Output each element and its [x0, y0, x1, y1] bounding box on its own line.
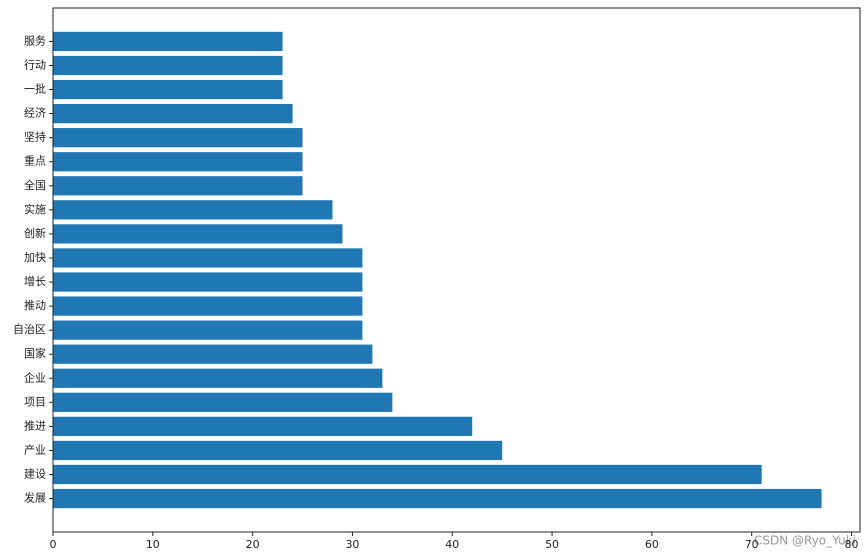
x-tick-label: 30 — [345, 538, 359, 551]
x-tick-label: 0 — [50, 538, 57, 551]
x-tick-label: 20 — [246, 538, 260, 551]
bar — [53, 344, 373, 364]
x-tick-label: 40 — [445, 538, 459, 551]
y-tick-label: 经济 — [24, 106, 46, 120]
x-tick-label: 50 — [545, 538, 559, 551]
y-tick-label: 推进 — [24, 418, 46, 432]
x-tick-label: 60 — [645, 538, 659, 551]
bar — [53, 200, 333, 220]
bar — [53, 488, 822, 509]
y-tick-label: 自治区 — [13, 322, 46, 336]
y-tick-label: 国家 — [24, 346, 46, 360]
y-tick-label: 建设 — [24, 466, 46, 480]
y-tick-label: 行动 — [24, 59, 46, 72]
plot-frame — [52, 7, 861, 533]
x-tick-label: 70 — [745, 538, 759, 551]
bar — [53, 79, 283, 100]
y-tick-label: 企业 — [24, 370, 46, 384]
bar — [53, 55, 283, 76]
y-tick-label: 全国 — [24, 178, 46, 192]
bar — [53, 152, 303, 172]
bar — [53, 464, 762, 485]
y-tick-label: 产业 — [24, 442, 46, 456]
y-tick-label: 推动 — [24, 298, 46, 312]
bar — [53, 224, 343, 244]
bar — [53, 103, 293, 124]
bar — [53, 368, 383, 388]
y-tick-label: 服务 — [24, 34, 46, 47]
bar — [53, 31, 283, 52]
bar — [53, 128, 303, 148]
y-tick-label: 坚持 — [24, 130, 46, 144]
bar — [53, 296, 363, 316]
y-tick-label: 项目 — [24, 395, 46, 408]
bar — [53, 248, 363, 268]
y-tick-label: 一批 — [24, 82, 46, 96]
y-tick-label: 创新 — [24, 226, 46, 240]
y-tick-label: 实施 — [24, 202, 46, 216]
bar — [53, 320, 363, 340]
bar — [53, 416, 473, 437]
bar — [53, 176, 303, 196]
watermark: CSDN @Ryo_Yuki — [754, 534, 856, 548]
x-tick-label: 80 — [845, 538, 859, 551]
bar — [53, 272, 363, 292]
y-tick-label: 增长 — [24, 274, 46, 288]
bar — [53, 440, 503, 461]
x-tick-label: 10 — [146, 538, 160, 551]
bar — [53, 392, 393, 412]
y-tick-label: 发展 — [24, 491, 46, 505]
y-tick-label: 重点 — [24, 154, 46, 168]
y-tick-label: 加快 — [24, 251, 46, 264]
